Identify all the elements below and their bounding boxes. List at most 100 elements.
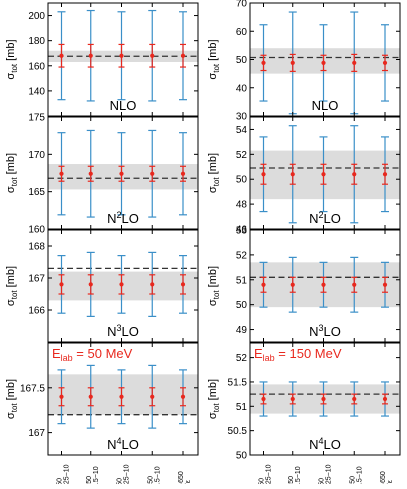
order-label-superscript: 2 [319,210,324,220]
y-tick-label: 70 [236,0,248,10]
y-axis-label-unit: [mb] [207,153,219,177]
panel-frame [47,116,199,230]
x-tick-label-subscript: 0.5−10 [295,466,302,484]
x-tick-label: C6500.25−10 [259,464,273,484]
y-axis-label-subscript: tot [212,290,221,300]
y-tick-label: 167 [28,428,45,439]
data-point [180,394,186,399]
y-tick-label: 53 [236,226,248,237]
y-tick-label: 160 [28,61,45,72]
panel-plot-area [48,129,198,218]
y-tick-label: 60 [236,27,248,38]
panel-plot-area [48,364,198,429]
y-axis-label-unit: [mb] [5,153,17,177]
data-point [382,60,388,65]
y-axis-label: σtot [mb] [207,379,221,419]
y-tick-label: 167.5 [20,383,45,394]
energy-annotation-subscript: lab [61,353,73,363]
x-tick-label-subscript: ε [387,480,394,483]
x-tick-label-subscript: 0.25−10 [124,464,131,484]
panel-5: 49 50 51 52 53 σtot [mb] N3LO [207,226,401,343]
panel-frame [249,229,401,343]
x-tick-label-superscript: 650 [319,478,326,484]
data-point [180,53,186,58]
data-point [261,60,266,65]
y-axis-label-symbol: σ [5,412,17,419]
y-tick-label: 52 [236,150,248,161]
y-tick-label: 160 [28,225,45,236]
y-tick-label: 51 [236,402,248,413]
data-point [150,53,155,58]
x-tick-label: ‾C6500.5−10 [147,466,161,484]
order-label-main: N [107,324,116,339]
y-axis-label-symbol: σ [5,299,17,306]
y-axis-label-symbol: σ [5,73,17,80]
y-tick-label: 51 [236,275,248,286]
panel-plot-area [250,256,400,313]
uncertainty-band [48,271,198,301]
order-label-rest: LO [324,211,341,226]
data-point [59,53,64,58]
x-tick-label-superscript: 650 [349,476,356,484]
data-point [119,394,124,399]
data-point [382,396,388,402]
panel-plot-area [250,11,400,115]
order-label: N2LO [107,210,139,226]
x-tick-label-subscript: ε [185,480,192,483]
data-point [59,394,64,399]
order-label-rest: LO [122,211,139,226]
x-tick-label-subscript: 0.5−10 [356,466,363,484]
x-tick-label-superscript: 650 [178,471,185,483]
panel-plot-area [250,125,400,224]
x-tick-label-subscript: 0.25−10 [266,464,273,484]
x-tick-label-subscript: 0.5−10 [154,466,161,484]
y-axis-label-subscript: tot [212,63,221,73]
y-tick-label: 51.5 [228,377,248,388]
x-tick-label: C6500.5−10 [288,466,302,484]
data-point [261,396,266,402]
y-axis-label-subscript: tot [212,177,221,187]
y-axis-label-unit: [mb] [207,39,219,63]
y-axis-label-symbol: σ [207,412,219,419]
y-tick-label: 170 [28,150,45,161]
y-tick-label: 165 [28,187,45,198]
y-tick-label: 167 [28,274,45,285]
x-tick-label: C6500.25−10 [57,464,71,484]
y-axis-label-symbol: σ [207,73,219,80]
y-tick-label: 40 [236,83,248,94]
data-point [290,60,295,65]
y-tick-label: 50 [236,451,248,462]
order-label: N3LO [309,323,341,339]
panel-0: 140 160 180 200 σtot [mb] NLO [5,2,199,117]
order-label-main: N [107,211,116,226]
y-axis-label-subscript: tot [10,403,19,413]
order-label-superscript: 4 [319,436,324,446]
data-point [290,282,295,287]
y-tick-label: 46 [236,225,248,236]
y-axis-label-subscript: tot [10,177,19,187]
data-point [321,396,326,402]
y-tick-label: 49 [236,325,248,336]
y-tick-label: 140 [28,86,45,97]
panel-7: 50 50.5 51 51.5 52 σtot [mb] N4LO Elab = 150 Me… [207,342,401,462]
x-tick-label: ‾C6500.25−10 [319,464,333,484]
y-axis-label-symbol: σ [5,186,17,193]
y-axis-label-subscript: tot [10,63,19,73]
y-tick-label: 166 [28,306,45,317]
panel-plot-area [48,9,198,102]
x-tick-label: ‾C6500.25−10 [117,464,131,484]
order-label-rest: LO [122,324,139,339]
x-tick-label-superscript: 650 [380,471,387,483]
panel-3: 46 48 50 52 54 σtot [mb] N2LO [207,116,401,236]
data-point [180,171,186,176]
x-tick-label: C6500.5−10 [86,466,100,484]
x-tick-label-subscript: 0.25−10 [64,464,71,484]
y-axis-label-unit: [mb] [207,379,219,403]
data-point [352,282,357,287]
y-axis-label: σtot [mb] [5,153,19,193]
y-axis-label: σtot [mb] [5,379,19,419]
data-point [261,282,266,287]
uncertainty-band [48,374,198,415]
y-tick-label: 52 [236,353,248,364]
